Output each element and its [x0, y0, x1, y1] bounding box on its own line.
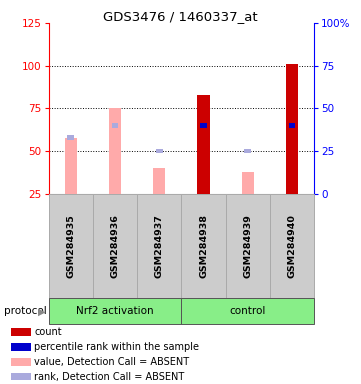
Bar: [288, 123, 295, 128]
Text: count: count: [34, 327, 62, 337]
Text: GSM284936: GSM284936: [110, 214, 119, 278]
Bar: [11, 373, 31, 381]
Bar: [68, 136, 74, 140]
Text: GSM284940: GSM284940: [287, 214, 296, 278]
Text: GSM284937: GSM284937: [155, 214, 164, 278]
Text: value, Detection Call = ABSENT: value, Detection Call = ABSENT: [34, 357, 190, 367]
Text: percentile rank within the sample: percentile rank within the sample: [34, 342, 199, 352]
Bar: [200, 123, 207, 128]
Bar: [244, 149, 251, 153]
Text: GDS3476 / 1460337_at: GDS3476 / 1460337_at: [103, 10, 258, 23]
Bar: [109, 109, 121, 194]
Bar: [156, 149, 163, 153]
Text: GSM284938: GSM284938: [199, 214, 208, 278]
Text: GSM284939: GSM284939: [243, 214, 252, 278]
Bar: [93, 194, 137, 298]
Text: control: control: [230, 306, 266, 316]
Bar: [242, 172, 254, 194]
Bar: [270, 194, 314, 298]
Bar: [49, 194, 93, 298]
Text: ▶: ▶: [38, 306, 45, 316]
Bar: [11, 328, 31, 336]
Bar: [226, 194, 270, 298]
Bar: [11, 343, 31, 351]
Bar: [153, 168, 165, 194]
Bar: [49, 298, 181, 324]
Text: rank, Detection Call = ABSENT: rank, Detection Call = ABSENT: [34, 372, 185, 382]
Text: GSM284935: GSM284935: [66, 214, 75, 278]
Bar: [181, 194, 226, 298]
Bar: [197, 95, 210, 194]
Bar: [11, 358, 31, 366]
Text: Nrf2 activation: Nrf2 activation: [76, 306, 154, 316]
Bar: [65, 137, 77, 194]
Bar: [137, 194, 182, 298]
Bar: [286, 64, 298, 194]
Bar: [112, 123, 118, 128]
Text: protocol: protocol: [4, 306, 46, 316]
Bar: [181, 298, 314, 324]
